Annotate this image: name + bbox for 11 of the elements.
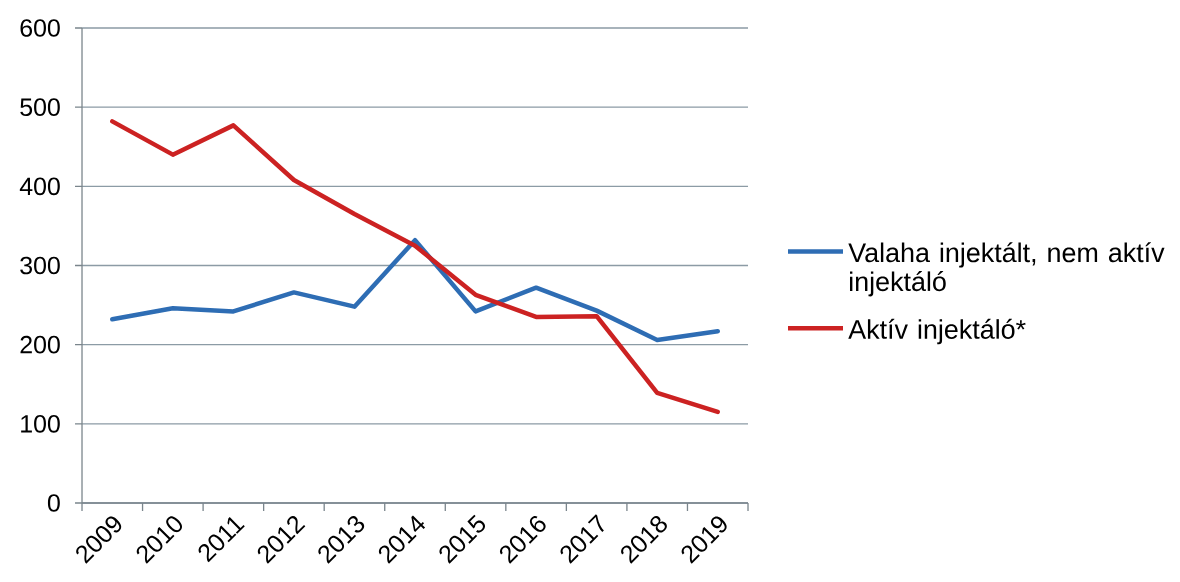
y-tick-label: 200: [20, 335, 60, 354]
y-tick-label: 500: [20, 98, 60, 116]
y-tick-label: 0: [47, 494, 60, 512]
y-tick-label: 600: [20, 19, 60, 37]
y-tick-label: 400: [19, 177, 60, 196]
y-tick-label: 300: [20, 256, 60, 275]
legend-label: Valaha injektált, nem aktív injektáló: [848, 242, 1165, 297]
y-tick-label: 100: [21, 415, 60, 433]
legend-label: Aktív injektáló*: [848, 318, 1026, 345]
line-series: [110, 237, 720, 343]
line-series: [110, 119, 720, 415]
